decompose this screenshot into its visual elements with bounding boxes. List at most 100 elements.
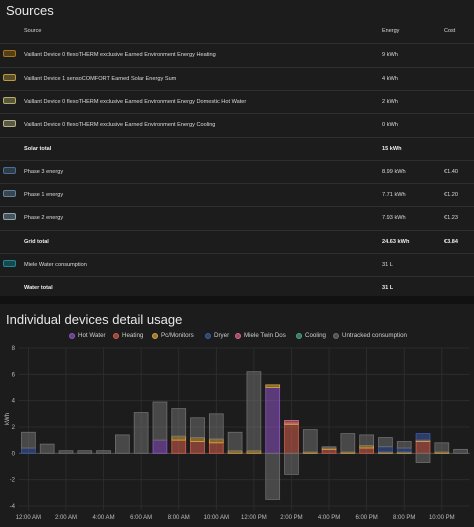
source-energy: 0 kWh <box>382 122 398 128</box>
source-cost: €1.40 <box>444 169 458 175</box>
bar-segment <box>96 450 111 454</box>
bar-segment <box>115 434 130 454</box>
y-tick-label: 0 <box>12 451 16 457</box>
legend-label: Cooling <box>305 332 326 339</box>
bar-segment <box>58 450 74 454</box>
source-label: Miele Water consumption <box>24 262 87 268</box>
source-color-swatch <box>3 97 16 104</box>
legend-dot-icon <box>113 333 119 339</box>
bar-segment <box>171 408 187 437</box>
source-label: Phase 3 energy <box>24 169 64 175</box>
bar-segment <box>321 446 337 449</box>
source-energy: 31 L <box>382 262 393 268</box>
legend-label: Heating <box>122 332 144 339</box>
source-energy: 7.71 kWh <box>382 192 406 198</box>
sources-row[interactable]: Vaillant Device 0 flexoTHERM exclusive E… <box>0 90 474 114</box>
source-label: Vaillant Device 0 flexoTHERM exclusive E… <box>24 52 216 58</box>
usage-card: Individual devices detail usage <box>0 304 474 527</box>
y-tick-label: -2 <box>10 478 16 484</box>
y-tick-label: 6 <box>12 372 16 378</box>
bar-segment <box>265 387 281 454</box>
legend-label: Miele Twin Dos <box>244 332 286 339</box>
bar-segment <box>415 441 431 454</box>
bar-segment <box>415 433 431 441</box>
legend-label: Untracked consumption <box>342 332 408 339</box>
bar-segment <box>77 450 93 454</box>
sources-row[interactable]: Vaillant Device 0 flexoTHERM exclusive E… <box>0 113 474 137</box>
sources-table-header: Source Energy Cost <box>0 24 474 38</box>
sources-title: Sources <box>6 3 54 18</box>
legend-label: Dryer <box>214 332 230 339</box>
bar-segment <box>227 431 243 452</box>
bar-segment <box>171 439 187 454</box>
bar-segment <box>265 452 281 500</box>
bar-segment <box>415 452 431 463</box>
bar-segment <box>171 435 187 441</box>
sources-row[interactable]: Vaillant Device 0 flexoTHERM exclusive E… <box>0 43 474 67</box>
sources-row[interactable]: Miele Water consumption 31 L <box>0 253 474 277</box>
bar-segment <box>302 429 318 453</box>
y-tick-label: -4 <box>10 504 16 510</box>
x-tick-label: 8:00 PM <box>393 515 415 521</box>
source-cost: €3.84 <box>444 239 458 245</box>
source-label: Vaillant Device 1 sensoCOMFORT Earned So… <box>24 76 177 82</box>
source-label: Solar total <box>24 146 52 152</box>
sources-total-row: Solar total 15 kWh <box>0 137 474 161</box>
header-source: Source <box>24 28 42 34</box>
bar-segment <box>453 448 468 454</box>
source-label: Phase 2 energy <box>24 215 64 221</box>
y-axis-label: kWh <box>5 413 11 425</box>
x-tick-label: 6:00 AM <box>130 515 152 521</box>
bar-segment <box>378 437 393 448</box>
x-tick-label: 2:00 AM <box>55 515 77 521</box>
source-energy: 24.63 kWh <box>382 239 410 245</box>
bar-segment <box>208 413 224 440</box>
x-tick-label: 2:00 PM <box>280 515 302 521</box>
legend-dot-icon <box>235 333 241 339</box>
source-energy: 9 kWh <box>382 52 398 58</box>
x-tick-label: 10:00 AM <box>204 515 229 521</box>
legend-dot-icon <box>296 333 302 339</box>
source-label: Water total <box>24 285 53 291</box>
bar-segment <box>359 434 374 446</box>
legend-dot-icon <box>333 333 339 339</box>
bar-segment <box>190 441 205 454</box>
source-color-swatch <box>3 50 16 57</box>
bar-segment <box>340 433 356 453</box>
bar-segment <box>434 442 450 453</box>
chart-legend: Hot Water Heating Pc/Monitors Dryer Miele Tw… <box>0 330 474 342</box>
y-tick-label: 2 <box>12 425 16 431</box>
x-tick-label: 6:00 PM <box>355 515 377 521</box>
bar-segment <box>284 423 299 454</box>
sources-row[interactable]: Phase 3 energy 8.99 kWh €1.40 <box>0 160 474 184</box>
source-cost: €1.23 <box>444 215 458 221</box>
bar-segment <box>396 441 412 449</box>
source-energy: 4 kWh <box>382 76 398 82</box>
sources-row[interactable]: Vaillant Device 1 sensoCOMFORT Earned So… <box>0 67 474 91</box>
sources-total-row: Water total 31 L <box>0 276 474 300</box>
source-label: Vaillant Device 0 flexoTHERM exclusive E… <box>24 99 247 105</box>
legend-label: Hot Water <box>78 332 106 339</box>
bar-segment <box>39 443 55 454</box>
bar-segment <box>378 446 393 453</box>
bar-segment <box>359 447 374 454</box>
source-label: Phase 1 energy <box>24 192 64 198</box>
source-energy: 2 kWh <box>382 99 398 105</box>
legend-label: Pc/Monitors <box>161 332 194 339</box>
source-label: Vaillant Device 0 flexoTHERM exclusive E… <box>24 122 216 128</box>
x-tick-label: 12:00 AM <box>16 515 41 521</box>
source-energy: 8.99 kWh <box>382 169 406 175</box>
source-color-swatch <box>3 120 16 127</box>
source-energy: 31 L <box>382 285 394 291</box>
sources-row[interactable]: Phase 2 energy 7.93 kWh €1.23 <box>0 206 474 230</box>
bar-segment <box>284 452 299 475</box>
sources-card: Sources Source Energy Cost Vaillant Devi… <box>0 0 474 296</box>
sources-row[interactable]: Phase 1 energy 7.71 kWh €1.20 <box>0 183 474 207</box>
header-cost: Cost <box>444 28 456 34</box>
bar-segment <box>284 420 299 424</box>
source-color-swatch <box>3 260 16 267</box>
source-color-swatch <box>3 74 16 81</box>
bar-segment <box>152 401 168 441</box>
bar-segment <box>133 412 149 454</box>
source-energy: 7.93 kWh <box>382 215 406 221</box>
